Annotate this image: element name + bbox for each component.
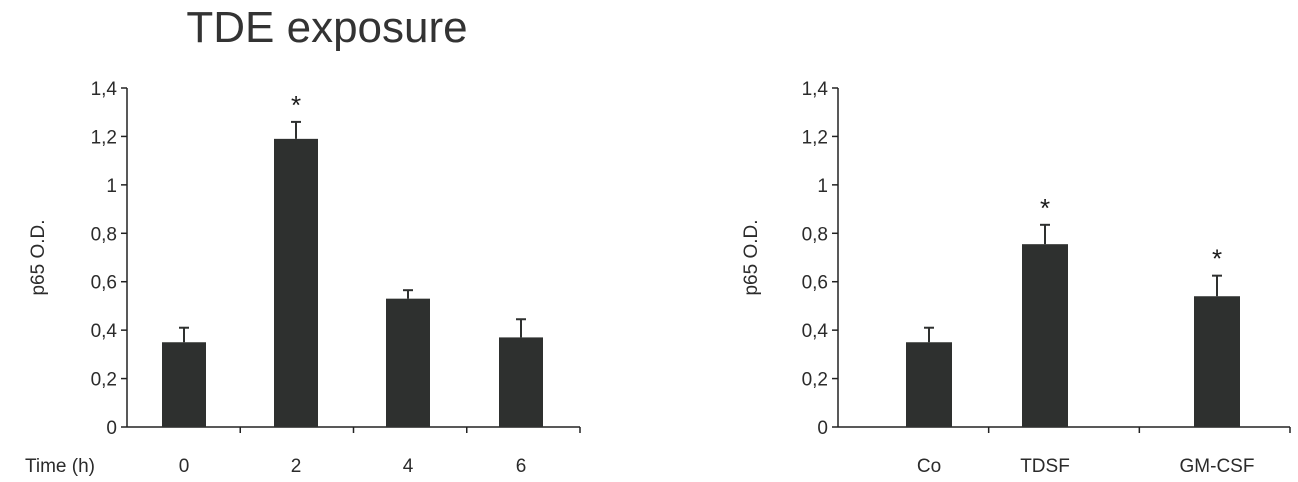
x-tick-label: TDSF [1020,456,1070,477]
x-tick-label: 2 [291,456,302,477]
bar [1194,296,1240,427]
y-axis-title: p65 O.D. [28,219,49,295]
bar [162,342,206,427]
y-tick-label: 0,4 [802,321,829,342]
chart-time-course: 0 0,2 0,4 0,6 0,8 1 1,2 1,4 0 * 2 4 6 p65 O.D. Time (h… [25,79,581,477]
y-tick-label: 0,8 [802,224,828,245]
figure-title: TDE exposure [186,3,467,52]
y-tick-label: 0,8 [91,224,117,245]
y-tick-label: 0 [106,418,117,439]
bar [906,342,952,427]
chart-treatments: 0 0,2 0,4 0,6 0,8 1 1,2 1,4 Co * TDSF * GM-CSF p65 O.… [741,79,1291,477]
y-tick-label: 1,2 [91,127,117,148]
y-tick-label: 0,6 [802,273,828,294]
significance-marker: * [1040,193,1050,223]
y-tick-label: 1,2 [802,127,828,148]
significance-marker: * [1212,244,1222,274]
y-tick-label: 1 [106,176,117,197]
x-axis-title: Time (h) [25,456,95,477]
y-tick-label: 1,4 [91,79,118,100]
y-tick-label: 0,6 [91,273,117,294]
bar [1022,244,1068,427]
x-tick-label: 6 [516,456,527,477]
y-tick-label: 1,4 [802,79,829,100]
y-tick-label: 0,4 [91,321,118,342]
y-tick-label: 0,2 [91,370,117,391]
bar [274,138,318,427]
y-tick-label: 0 [817,418,828,439]
bar [499,337,543,427]
y-tick-label: 1 [817,176,828,197]
x-tick-label: GM-CSF [1180,456,1255,477]
bar [386,298,430,427]
x-tick-label: 0 [179,456,190,477]
x-tick-label: Co [917,456,941,477]
x-tick-label: 4 [403,456,414,477]
y-axis-title: p65 O.D. [741,219,762,295]
y-tick-label: 0,2 [802,370,828,391]
significance-marker: * [291,90,301,120]
